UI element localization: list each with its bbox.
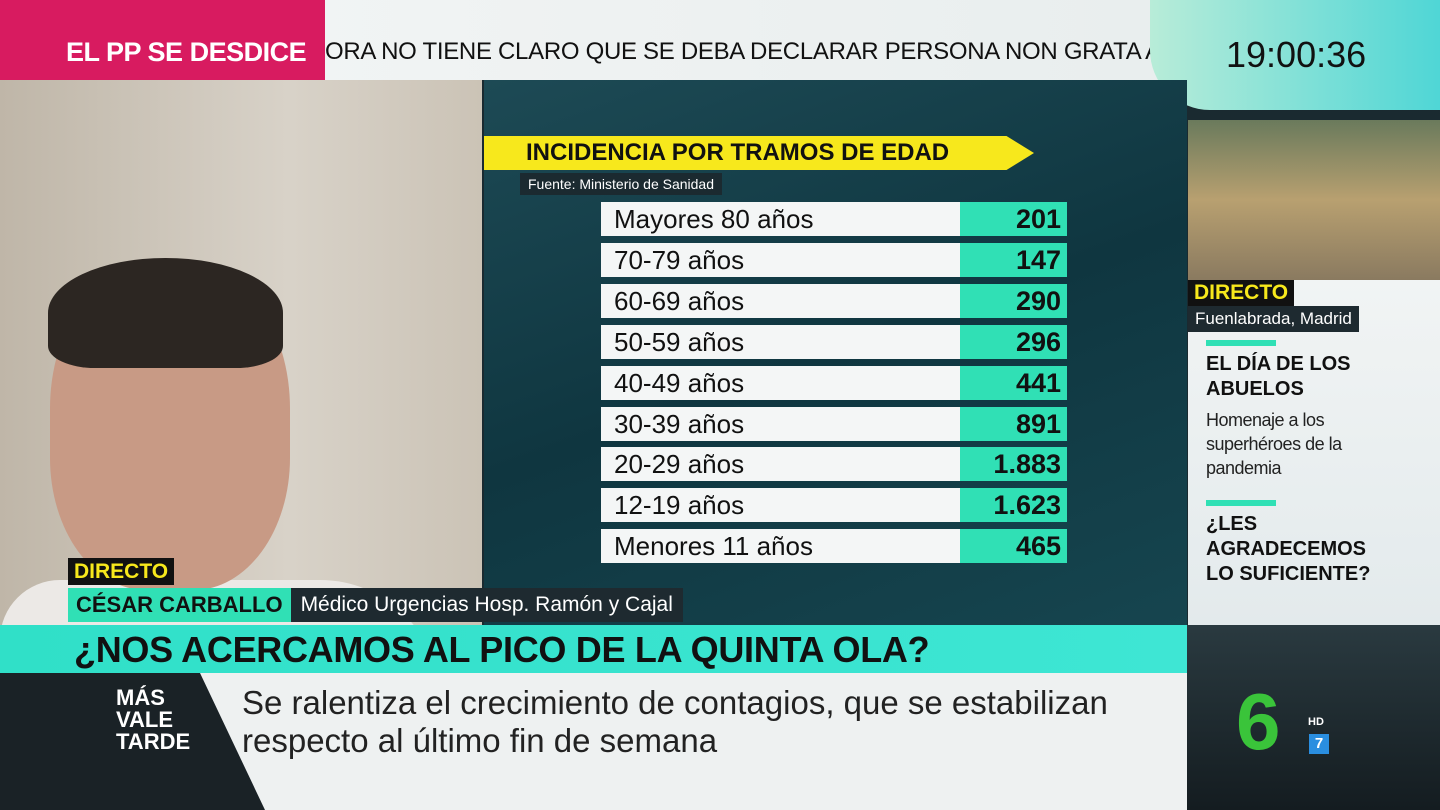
guest-video [0,80,482,705]
show-logo-line: VALE [116,707,174,732]
accent-bar [1206,500,1276,506]
guest-name: CÉSAR CARBALLO [68,588,291,622]
channel-sub-badge: 7 [1309,734,1329,754]
incidence-value: 465 [960,529,1067,564]
ticker-tag: EL PP SE DESDICE [0,0,325,80]
side-panel: DIRECTO Fuenlabrada, Madrid EL DÍA DE LO… [1188,280,1440,625]
age-range-label: 30-39 años [601,406,960,441]
table-row: Mayores 80 años 201 [601,202,1067,236]
age-range-label: Mayores 80 años [601,202,960,236]
age-range-label: 60-69 años [601,283,960,318]
guest-hair [48,258,283,368]
age-range-label: 70-79 años [601,242,960,277]
age-range-label: 40-49 años [601,365,960,400]
incidence-value: 1.883 [960,447,1067,482]
channel-logo-icon: 6 [1236,677,1281,766]
table-row: 20-29 años 1.883 [601,447,1067,482]
age-range-label: 20-29 años [601,447,960,482]
hd-label: HD [1308,716,1324,728]
accent-bar [1206,340,1276,346]
ticker-text: ORA NO TIENE CLARO QUE SE DEBA DECLARAR … [325,38,1187,65]
guest-role: Médico Urgencias Hosp. Ramón y Cajal [290,588,683,622]
age-range-label: 50-59 años [601,324,960,359]
side-story-question: ¿LES AGRADECEMOS LO SUFICIENTE? [1206,513,1371,585]
incidence-value: 201 [960,202,1067,236]
incidence-value: 290 [960,283,1067,318]
chart-title: INCIDENCIA POR TRAMOS DE EDAD [484,136,1034,170]
show-logo-line: MÁS [116,685,165,710]
incidence-value: 147 [960,242,1067,277]
incidence-value: 1.623 [960,488,1067,523]
age-range-label: 12-19 años [601,488,960,523]
side-live-badge: DIRECTO [1188,280,1295,306]
age-range-label: Menores 11 años [601,529,960,564]
show-logo-line: TARDE [116,729,191,754]
incidence-value: 891 [960,406,1067,441]
side-story-subtitle: Homenaje a los superhéroes de la pandemi… [1206,410,1342,478]
live-badge: DIRECTO [68,558,175,585]
channel-area [1187,625,1440,810]
table-row: 50-59 años 296 [601,324,1067,359]
guest-lower-third: CÉSAR CARBALLO Médico Urgencias Hosp. Ra… [68,588,683,622]
live-thumbnail [1188,120,1440,280]
chart-source: Fuente: Ministerio de Sanidad [520,173,722,195]
side-location: Fuenlabrada, Madrid [1188,306,1359,332]
table-row: 60-69 años 290 [601,283,1067,318]
subtitle: Se ralentiza el crecimiento de contagios… [242,684,1108,759]
table-row: Menores 11 años 465 [601,529,1067,564]
clock-box [1150,0,1440,110]
table-row: 12-19 años 1.623 [601,488,1067,523]
clock: 19:00:36 [1226,34,1367,75]
side-story-title: EL DÍA DE LOS ABUELOS [1206,353,1351,400]
table-row: 70-79 años 147 [601,242,1067,277]
incidence-value: 441 [960,365,1067,400]
table-row: 30-39 años 891 [601,406,1067,441]
headline: ¿NOS ACERCAMOS AL PICO DE LA QUINTA OLA? [0,625,1187,673]
table-row: 40-49 años 441 [601,365,1067,400]
incidence-value: 296 [960,324,1067,359]
